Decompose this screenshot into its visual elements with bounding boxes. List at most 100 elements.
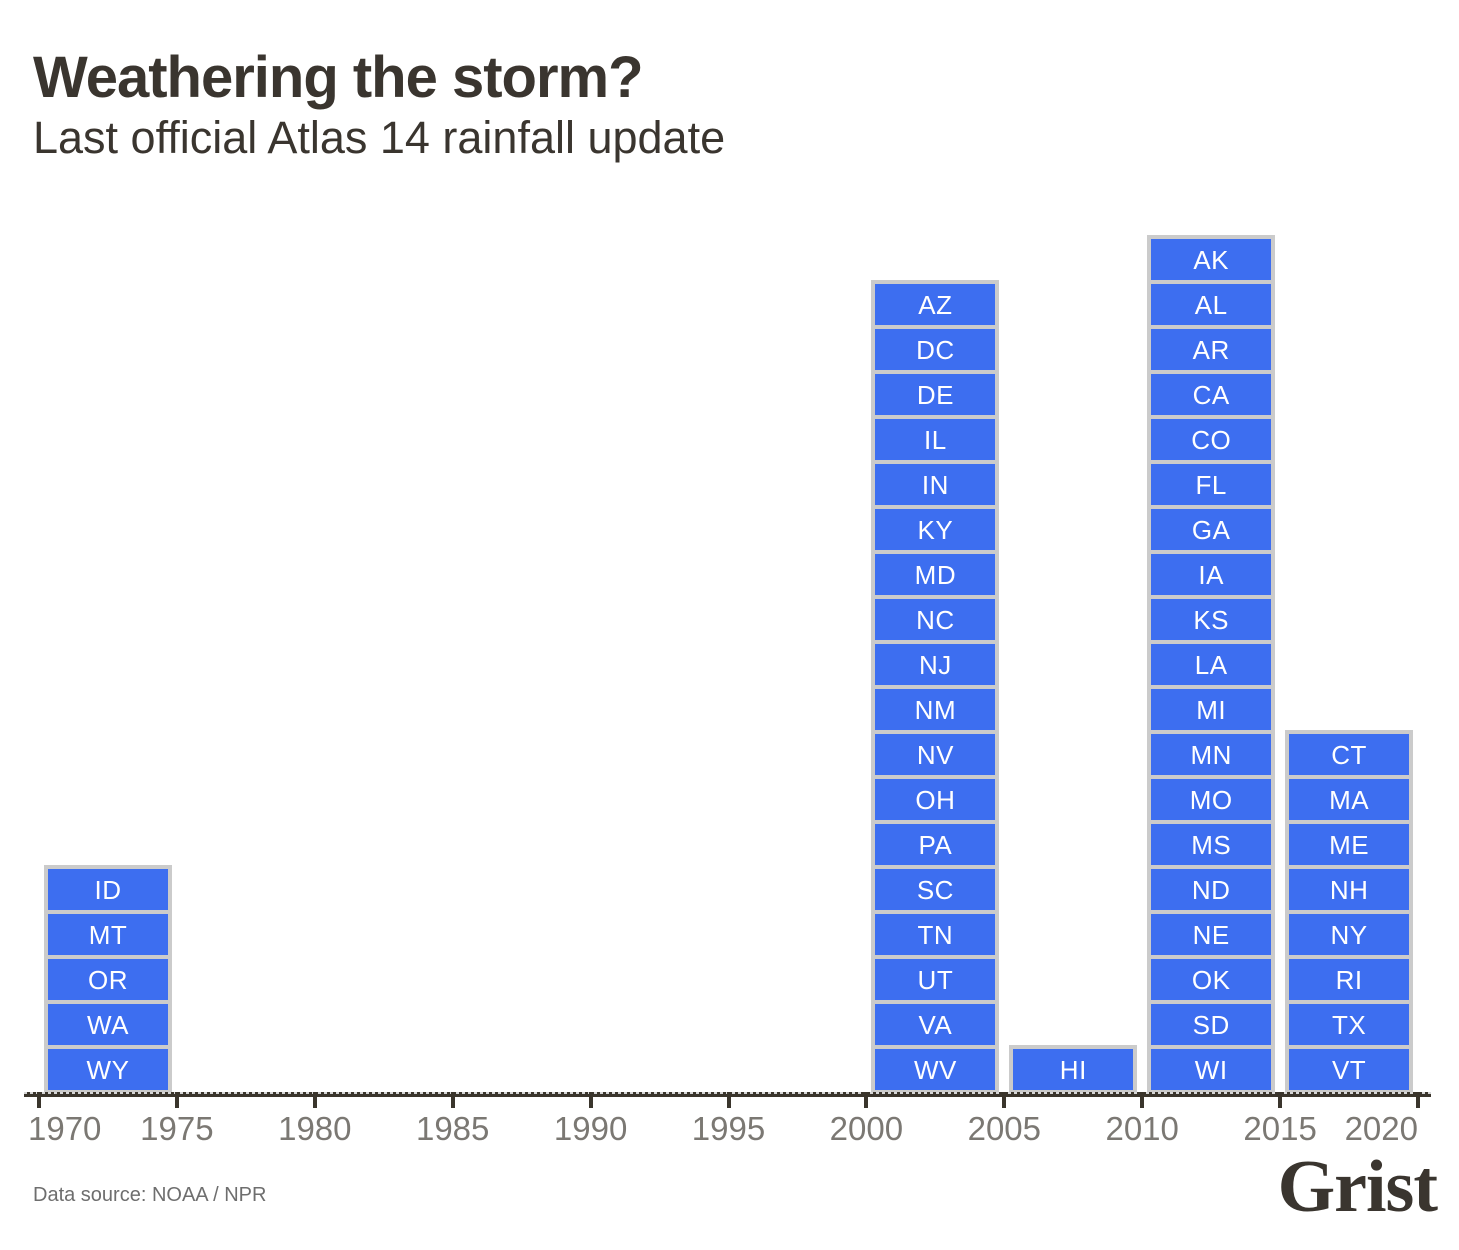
state-cell-il: IL	[875, 419, 996, 460]
x-axis-tick-1980	[312, 1092, 317, 1108]
state-cell-ms: MS	[1151, 824, 1272, 865]
state-cell-mo: MO	[1151, 779, 1272, 820]
state-cell-tx: TX	[1289, 1004, 1410, 1045]
x-axis-tick-label-2015: 2015	[1243, 1110, 1317, 1147]
state-cell-label: KY	[917, 514, 954, 545]
state-cell-sd: SD	[1151, 1004, 1272, 1045]
state-cell-me: ME	[1289, 824, 1410, 865]
state-cell-label: SC	[916, 874, 954, 905]
state-cell-ks: KS	[1151, 599, 1272, 640]
state-cell-ok: OK	[1151, 959, 1272, 1000]
chart-subtitle: Last official Atlas 14 rainfall update	[33, 112, 726, 163]
state-cell-label: NH	[1329, 874, 1369, 905]
state-cell-label: FL	[1195, 469, 1227, 500]
state-cell-label: SD	[1192, 1009, 1230, 1040]
state-cell-label: PA	[918, 829, 953, 860]
state-cell-label: NC	[916, 604, 955, 635]
state-cell-hi: HI	[1013, 1049, 1134, 1090]
state-cell-label: DC	[916, 334, 955, 365]
state-cell-label: WI	[1194, 1054, 1228, 1085]
x-axis-tick-1970	[37, 1092, 41, 1108]
state-cell-id: ID	[48, 869, 168, 910]
state-cell-ga: GA	[1151, 509, 1272, 550]
state-cell-label: NY	[1330, 919, 1368, 950]
x-axis-tick-2010	[1140, 1092, 1145, 1108]
state-cell-label: IA	[1198, 559, 1224, 590]
state-cell-ma: MA	[1289, 779, 1410, 820]
state-cell-label: VT	[1331, 1054, 1367, 1085]
x-axis-tick-label-1980: 1980	[278, 1110, 352, 1147]
state-cell-label: ID	[94, 874, 122, 905]
state-cell-co: CO	[1151, 419, 1272, 460]
state-cell-label: RI	[1335, 964, 1363, 995]
x-axis-tick-2005	[1002, 1092, 1007, 1108]
state-cell-nj: NJ	[875, 644, 996, 685]
state-cell-label: WY	[86, 1054, 130, 1085]
state-cell-ca: CA	[1151, 374, 1272, 415]
state-cell-label: AR	[1192, 334, 1230, 365]
bar-group-2000: AZ DC DE IL IN KY MD NC NJ NM NV OH PA SC TN UT VA WV	[871, 280, 1000, 1092]
state-cell-ut: UT	[875, 959, 996, 1000]
state-cell-label: MA	[1329, 784, 1370, 815]
state-cell-mn: MN	[1151, 734, 1272, 775]
state-cell-mt: MT	[48, 914, 168, 955]
state-cell-label: OR	[88, 964, 128, 995]
x-axis-tick-label-2000: 2000	[829, 1110, 904, 1147]
state-cell-label: VA	[918, 1009, 953, 1040]
state-cell-de: DE	[875, 374, 996, 415]
state-cell-la: LA	[1151, 644, 1272, 685]
state-cell-ct: CT	[1289, 734, 1410, 775]
state-cell-nc: NC	[875, 599, 996, 640]
state-cell-ar: AR	[1151, 329, 1272, 370]
x-axis-tick-label-1970: 1970	[28, 1110, 102, 1147]
state-cell-label: GA	[1191, 514, 1231, 545]
state-cell-label: NJ	[919, 649, 952, 680]
bar-group-2015: CT MA ME NH NY RI TX VT	[1285, 730, 1414, 1092]
state-cell-label: IL	[924, 424, 947, 455]
state-cell-label: CO	[1191, 424, 1232, 455]
state-cell-ne: NE	[1151, 914, 1272, 955]
state-cell-wa: WA	[48, 1004, 168, 1045]
bar-group-2005: HI	[1009, 1045, 1138, 1092]
data-source-note: Data source: NOAA / NPR	[33, 1184, 267, 1206]
grist-logo: Grist	[1277, 1146, 1438, 1228]
state-cell-label: ND	[1191, 874, 1231, 905]
state-cell-label: AL	[1194, 289, 1228, 320]
state-cell-label: UT	[917, 964, 954, 995]
state-cell-ky: KY	[875, 509, 996, 550]
chart-title: Weathering the storm?	[33, 45, 644, 110]
state-cell-pa: PA	[875, 824, 996, 865]
state-cell-label: NE	[1192, 919, 1230, 950]
state-cell-fl: FL	[1151, 464, 1272, 505]
state-cell-ia: IA	[1151, 554, 1272, 595]
state-cell-nv: NV	[875, 734, 996, 775]
state-cell-wv: WV	[875, 1049, 996, 1090]
state-cell-label: MT	[88, 919, 128, 950]
x-axis-tick-label-1975: 1975	[140, 1110, 214, 1147]
state-cell-label: LA	[1194, 649, 1228, 680]
state-cell-label: OH	[915, 784, 956, 815]
state-cell-wy: WY	[48, 1049, 168, 1090]
state-cell-label: AZ	[918, 289, 953, 320]
state-cell-label: MN	[1190, 739, 1232, 770]
x-axis-tick-label-2010: 2010	[1105, 1110, 1179, 1147]
state-cell-nh: NH	[1289, 869, 1410, 910]
state-cell-label: CA	[1192, 379, 1230, 410]
state-cell-az: AZ	[875, 284, 996, 325]
state-cell-label: NV	[916, 739, 954, 770]
state-cell-or: OR	[48, 959, 168, 1000]
state-cell-label: MD	[914, 559, 957, 590]
state-cell-al: AL	[1151, 284, 1272, 325]
x-axis-tick-2015	[1278, 1092, 1283, 1108]
state-cell-label: IN	[921, 469, 949, 500]
state-cell-tn: TN	[875, 914, 996, 955]
state-cell-md: MD	[875, 554, 996, 595]
x-axis-tick-1975	[174, 1092, 179, 1108]
state-cell-oh: OH	[875, 779, 996, 820]
x-axis-tick-label-2005: 2005	[967, 1110, 1042, 1147]
state-cell-label: OK	[1191, 964, 1231, 995]
state-cell-label: TX	[1331, 1009, 1367, 1040]
x-axis-tick-1985	[450, 1092, 455, 1108]
state-cell-label: NM	[914, 694, 957, 725]
